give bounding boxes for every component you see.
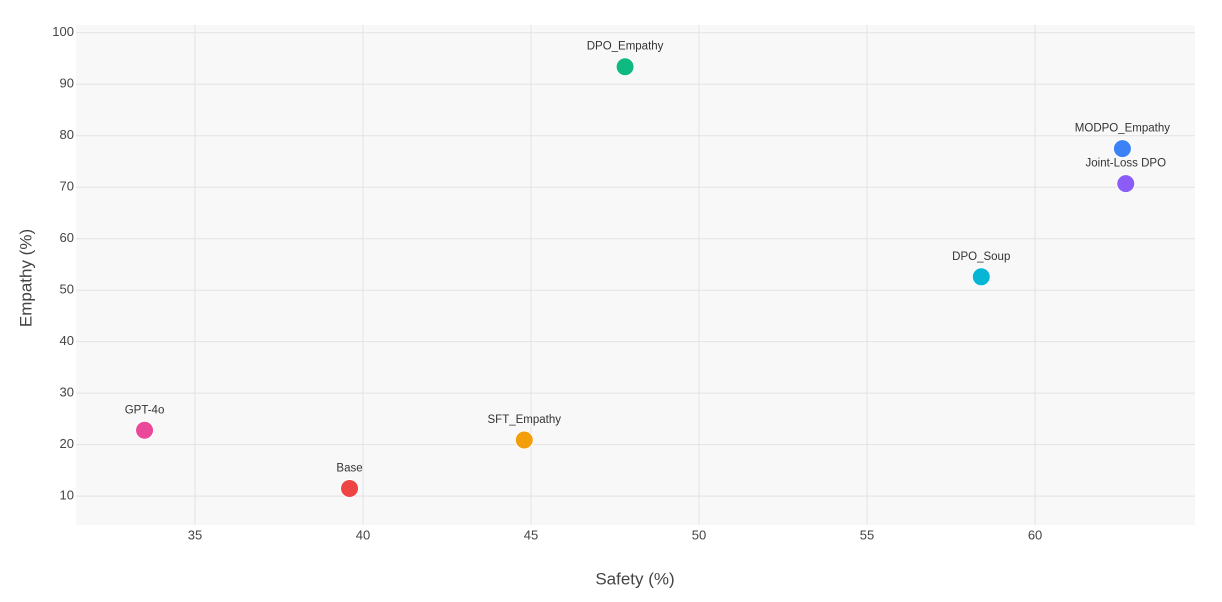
point-label: Base <box>336 462 362 474</box>
x-tick-label: 45 <box>524 527 538 542</box>
point-label: MODPO_Empathy <box>1075 123 1170 135</box>
point <box>615 57 635 77</box>
x-tick-label: 35 <box>188 527 202 542</box>
point-label: DPO_Soup <box>952 251 1010 263</box>
point-label: Joint-Loss DPO <box>1086 158 1167 170</box>
y-tick-label: 10 <box>60 488 74 503</box>
x-axis-title: Safety (%) <box>595 569 674 588</box>
x-tick-label: 50 <box>692 527 706 542</box>
point <box>514 430 534 450</box>
point <box>340 478 360 498</box>
x-tick-label: 60 <box>1028 527 1042 542</box>
point <box>1112 139 1132 159</box>
y-tick-label: 30 <box>60 385 74 400</box>
y-tick-label: 40 <box>60 333 74 348</box>
point <box>971 267 991 287</box>
x-tick-label: 55 <box>860 527 874 542</box>
y-tick-label: 60 <box>60 230 74 245</box>
y-tick-label: 100 <box>52 24 74 39</box>
point <box>135 420 155 440</box>
point-label: GPT-4o <box>125 404 165 416</box>
point <box>1116 174 1136 194</box>
point-label: SFT_Empathy <box>488 414 562 426</box>
y-tick-label: 20 <box>60 436 74 451</box>
plot-area <box>76 25 1195 525</box>
point-label: DPO_Empathy <box>587 41 664 53</box>
y-axis-title: Empathy (%) <box>16 229 35 327</box>
y-tick-label: 90 <box>60 76 74 91</box>
y-tick-label: 80 <box>60 127 74 142</box>
y-tick-label: 70 <box>60 179 74 194</box>
x-tick-label: 40 <box>356 527 370 542</box>
y-tick-label: 50 <box>60 282 74 297</box>
